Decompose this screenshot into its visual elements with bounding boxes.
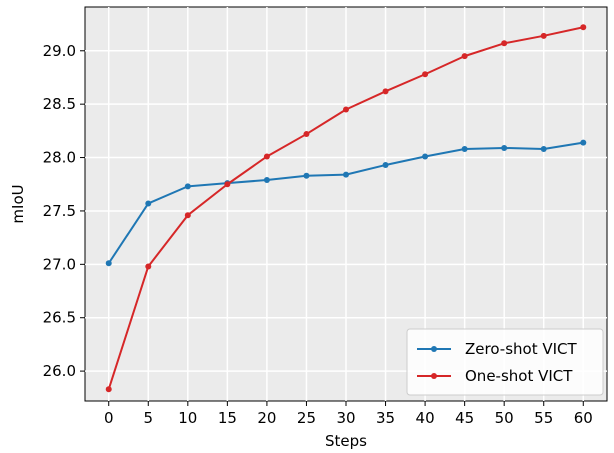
legend: Zero-shot VICT One-shot VICT: [406, 328, 604, 396]
x-tick-label: 40: [416, 409, 435, 427]
y-tick-label: 28.0: [43, 149, 76, 167]
data-point: [382, 88, 389, 95]
x-tick-label: 20: [257, 409, 276, 427]
legend-marker: [431, 373, 437, 379]
x-tick-label: 5: [143, 409, 153, 427]
data-point: [145, 200, 152, 207]
x-tick-label: 35: [376, 409, 395, 427]
series-layer: [105, 24, 587, 393]
data-point: [303, 172, 310, 179]
legend-marker: [431, 346, 437, 352]
y-tick-label: 29.0: [43, 42, 76, 60]
y-axis-title: mIoU: [9, 184, 27, 223]
legend-item: One-shot VICT: [417, 367, 573, 385]
data-point: [263, 176, 270, 183]
x-tick-label: 55: [534, 409, 553, 427]
data-point: [501, 144, 508, 151]
data-point: [224, 181, 231, 188]
x-tick-label: 0: [104, 409, 114, 427]
x-axis-title: Steps: [325, 432, 367, 450]
data-point: [461, 53, 468, 60]
x-tick-label: 15: [218, 409, 237, 427]
data-point: [580, 139, 587, 146]
x-tick-label: 10: [178, 409, 197, 427]
data-point: [184, 212, 191, 219]
legend-box: [406, 328, 604, 396]
y-tick-label: 26.5: [43, 309, 76, 327]
y-tick-label: 27.5: [43, 202, 76, 220]
data-point: [540, 146, 547, 153]
data-point: [580, 24, 587, 31]
y-tick-label: 26.0: [43, 362, 76, 380]
legend-label: One-shot VICT: [465, 367, 573, 385]
x-axis: 0 5 10 15 20 25 30 35 40 45 50 55 60: [104, 401, 593, 427]
data-point: [422, 71, 429, 78]
legend-item: Zero-shot VICT: [417, 340, 578, 358]
data-point: [263, 153, 270, 160]
data-point: [105, 386, 112, 393]
data-point: [343, 171, 349, 178]
series-one-shot-vict: [105, 24, 587, 393]
x-tick-label: 60: [574, 409, 593, 427]
y-axis: 26.0 26.5 27.0 27.5 28.0 28.5 29.0: [43, 42, 85, 380]
data-point: [145, 263, 152, 270]
y-tick-label: 28.5: [43, 95, 76, 113]
data-point: [382, 162, 389, 169]
y-tick-label: 27.0: [43, 255, 76, 273]
legend-label: Zero-shot VICT: [465, 340, 578, 358]
x-tick-label: 25: [297, 409, 316, 427]
data-point: [501, 40, 508, 47]
data-point: [303, 131, 310, 138]
data-point: [540, 32, 547, 39]
data-point: [184, 183, 191, 190]
data-point: [105, 260, 112, 267]
data-point: [422, 153, 429, 160]
x-tick-label: 45: [455, 409, 474, 427]
x-tick-label: 50: [495, 409, 514, 427]
data-point: [343, 106, 349, 113]
data-point: [461, 146, 468, 153]
x-tick-label: 30: [336, 409, 355, 427]
